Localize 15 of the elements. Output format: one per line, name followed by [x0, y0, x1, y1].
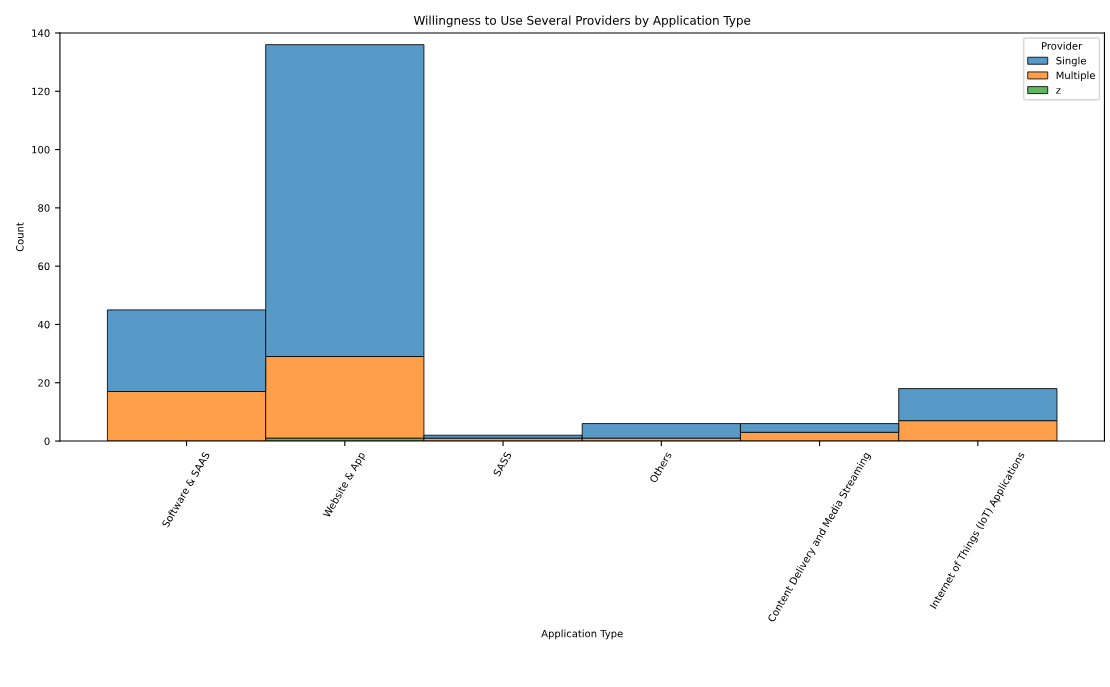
x-axis-title: Application Type [541, 629, 623, 640]
y-tick-label: 100 [32, 145, 50, 154]
y-tick-label: 60 [38, 262, 50, 271]
y-tick-label: 140 [32, 29, 50, 37]
y-axis-title: Count [16, 222, 24, 252]
chart-title: Willingness to Use Several Providers by Application Type [413, 15, 751, 28]
legend-label: Multiple [1056, 71, 1095, 82]
y-tick-label: 0 [44, 437, 50, 445]
y-tick-label: 120 [32, 87, 50, 96]
y-tick-label: 80 [38, 204, 50, 212]
legend-label: z [1056, 88, 1061, 94]
y-tick-label: 40 [37, 320, 50, 329]
legend-label: Single [1056, 56, 1086, 67]
legend-title: Provider [1041, 41, 1083, 50]
y-tick-label: 20 [38, 379, 50, 387]
